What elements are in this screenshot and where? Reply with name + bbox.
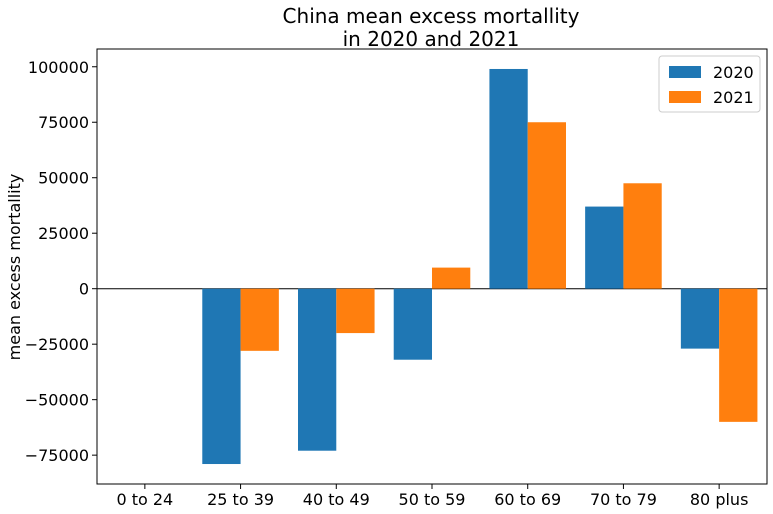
- x-tick-label: 50 to 59: [399, 490, 466, 509]
- bar-2020-3: [393, 288, 432, 360]
- bar-2020-5: [585, 206, 624, 289]
- bar-2020-2: [298, 288, 337, 451]
- bar-2021-2: [336, 288, 375, 334]
- bar-2021-3: [432, 267, 471, 289]
- y-tick-label: 75000: [38, 113, 89, 132]
- y-tick-label: −25000: [25, 335, 89, 354]
- legend-label-2020: 2020: [713, 63, 754, 82]
- x-tick-label: 25 to 39: [207, 490, 274, 509]
- bar-2020-1: [202, 288, 241, 465]
- x-tick-label: 0 to 24: [116, 490, 173, 509]
- y-tick-label: 25000: [38, 224, 89, 243]
- bar-2021-1: [240, 288, 279, 351]
- x-tick-label: 70 to 79: [590, 490, 657, 509]
- chart-title: China mean excess mortallity in 2020 and…: [283, 4, 580, 51]
- title-line-1: China mean excess mortallity: [283, 4, 580, 28]
- legend-label-2021: 2021: [713, 88, 754, 107]
- legend-swatch-2021: [669, 91, 701, 103]
- legend: 2020 2021: [658, 55, 761, 113]
- y-tick-label: 100000: [28, 58, 89, 77]
- bar-2020-4: [489, 68, 528, 289]
- bar-2021-5: [623, 183, 662, 289]
- x-tick-label: 80 plus: [690, 490, 749, 509]
- bar-2020-6: [680, 288, 720, 349]
- plot-frame: [96, 48, 768, 485]
- y-axis-label: mean excess mortallity: [5, 174, 24, 361]
- y-tick-label: 50000: [38, 169, 89, 188]
- legend-swatch-2020: [669, 66, 701, 78]
- y-tick-label: 0: [79, 280, 89, 299]
- bars-group: [202, 68, 758, 465]
- x-tick-label: 40 to 49: [303, 490, 370, 509]
- title-line-2: in 2020 and 2021: [343, 27, 520, 51]
- y-tick-label: −75000: [25, 446, 89, 465]
- x-tick-label: 60 to 69: [494, 490, 561, 509]
- bar-2021-4: [527, 122, 566, 289]
- x-axis-ticks: 0 to 24 25 to 39 40 to 49 50 to 59 60 to 69 7…: [116, 484, 748, 509]
- y-tick-label: −50000: [25, 391, 89, 410]
- bar-2021-6: [719, 288, 758, 422]
- y-axis-ticks: −75000 −50000 −25000 0 25000 50000 75000 100000: [25, 58, 97, 465]
